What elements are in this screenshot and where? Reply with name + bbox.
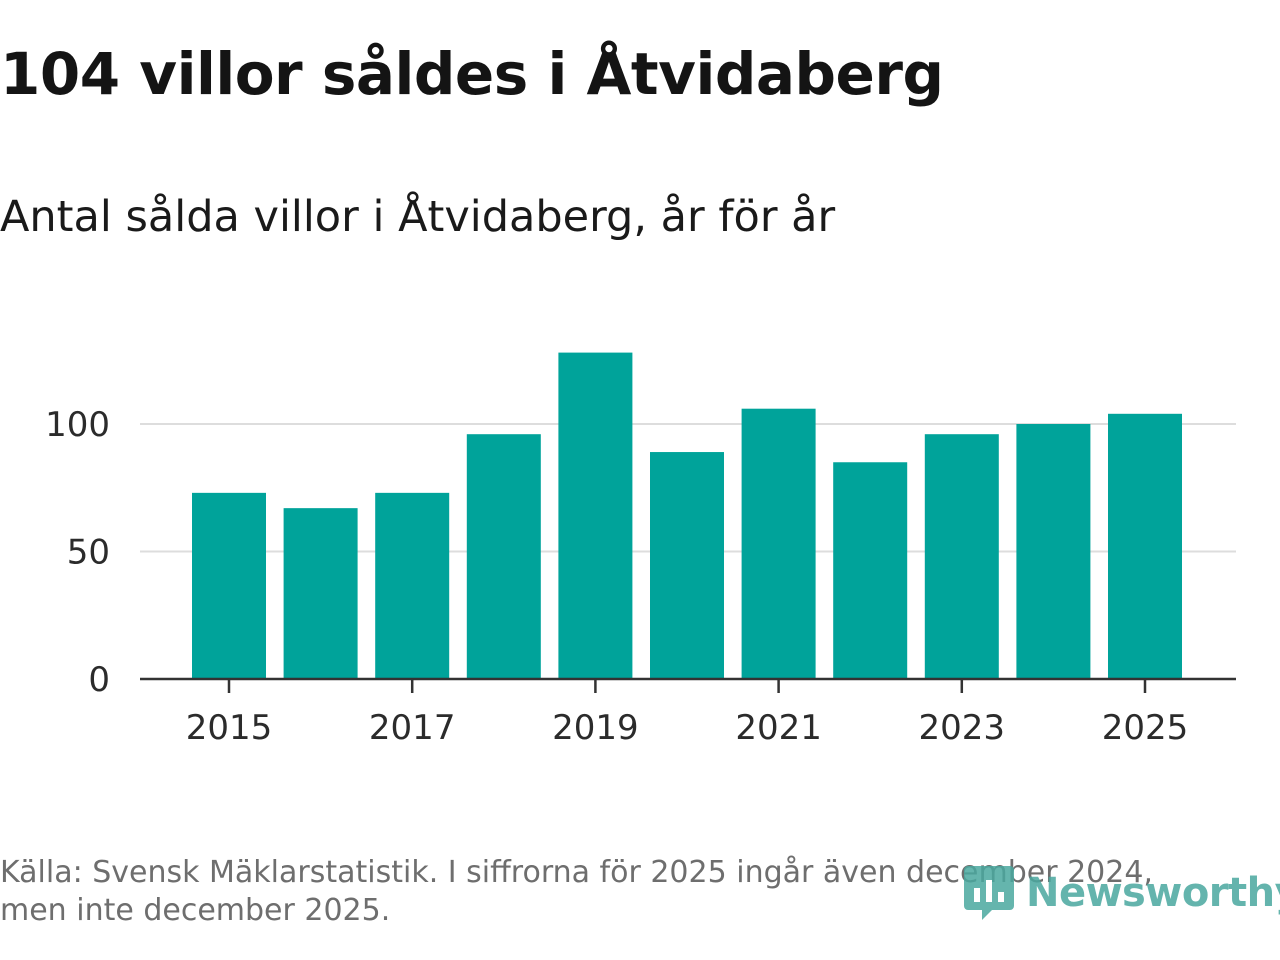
bar-2015 <box>192 492 266 679</box>
x-tick-label-2023: 2023 <box>919 708 1006 748</box>
y-tick-label-0: 0 <box>88 660 110 700</box>
y-tick-label-100: 100 <box>45 405 110 445</box>
newsworthy-logo-icon <box>964 866 1014 920</box>
chart-subtitle: Antal sålda villor i Åtvidaberg, år för … <box>0 192 836 242</box>
chart-title: 104 villor såldes i Åtvidaberg <box>0 40 944 108</box>
y-tick-label-50: 50 <box>67 533 110 573</box>
x-tick-label-2025: 2025 <box>1102 708 1189 748</box>
bar-2023 <box>924 434 999 679</box>
bar-2016 <box>283 508 358 679</box>
newsworthy-logo-text: Newsworthy <box>1026 870 1280 916</box>
bar-2024 <box>1016 424 1091 679</box>
x-tick-label-2019: 2019 <box>552 708 639 748</box>
x-tick-label-2021: 2021 <box>735 708 822 748</box>
bar-2019 <box>558 352 633 679</box>
bar-2018 <box>466 434 541 679</box>
bar-2022 <box>833 462 908 679</box>
x-tick-label-2015: 2015 <box>186 708 273 748</box>
bar-2020 <box>650 452 724 679</box>
bar-2017 <box>375 492 450 679</box>
bar-chart: 0 50 100 2015 2017 2019 2021 2023 2025 <box>45 352 1236 748</box>
x-tick-label-2017: 2017 <box>369 708 456 748</box>
newsworthy-logo: Newsworthy <box>962 862 1280 924</box>
source-note: Källa: Svensk Mäklarstatistik. I siffror… <box>0 855 1153 928</box>
bar-2025 <box>1108 413 1182 679</box>
bar-2021 <box>741 408 816 679</box>
